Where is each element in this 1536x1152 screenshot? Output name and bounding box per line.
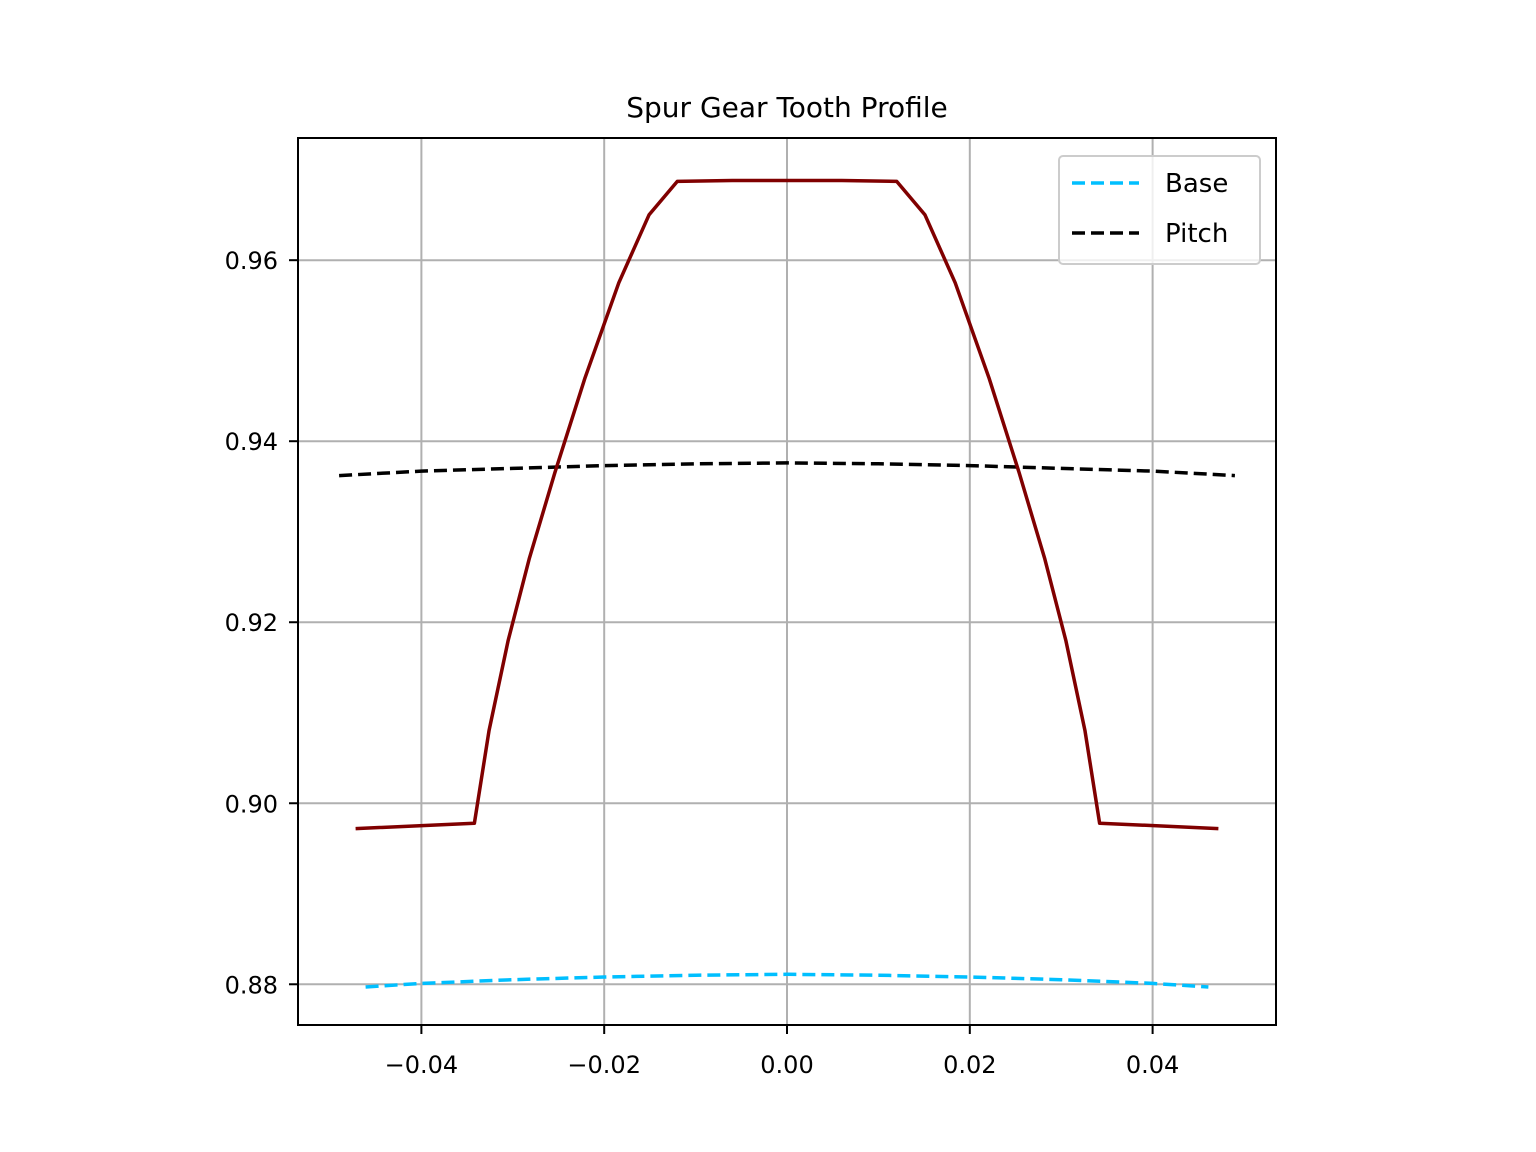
- x-tick-label: 0.02: [943, 1051, 996, 1079]
- y-tick-label: 0.88: [225, 971, 278, 999]
- legend-box: [1058, 155, 1261, 265]
- series-line-pitch: [339, 461, 1235, 478]
- x-tick-label: 0.04: [1126, 1051, 1179, 1079]
- legend: Base Pitch: [1058, 155, 1261, 265]
- y-tick-label: 0.94: [225, 428, 278, 456]
- series-line-base: [365, 972, 1209, 989]
- y-tick-label: 0.92: [225, 609, 278, 637]
- x-tick-label: −0.02: [567, 1051, 641, 1079]
- plot-series: [339, 178, 1235, 989]
- y-tick-label: 0.90: [225, 790, 278, 818]
- x-tick-label: 0.00: [760, 1051, 813, 1079]
- legend-label: Base: [1165, 169, 1228, 199]
- chart-title: Spur Gear Tooth Profile: [626, 91, 948, 124]
- legend-label: Pitch: [1165, 219, 1228, 249]
- y-tick-label: 0.96: [225, 247, 278, 275]
- axis-ticks: −0.04 −0.02 0.00 0.02 0.04 0.88 0.90 0.92 0.94 0.…: [225, 247, 1180, 1079]
- series-line-tooth-profile: [355, 178, 1219, 831]
- x-tick-label: −0.04: [385, 1051, 459, 1079]
